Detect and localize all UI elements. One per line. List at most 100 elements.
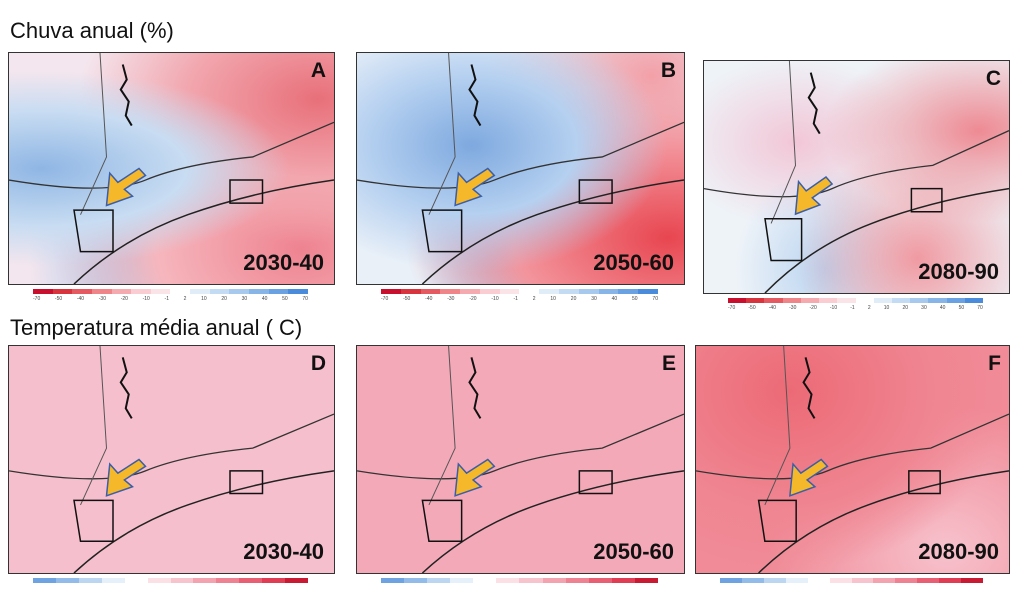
colorbar-swatch [170, 289, 190, 294]
colorbar-swatch [239, 578, 262, 583]
colorbar-label: -50 [403, 296, 410, 302]
map-panel: A 2030-40 [8, 52, 335, 285]
colorbar-swatch [873, 578, 895, 583]
colorbar-swatch [473, 578, 496, 583]
colorbar-swatch [381, 289, 401, 294]
colorbar-label: -20 [469, 296, 476, 302]
panel-letter: D [311, 352, 326, 376]
colorbar [33, 578, 308, 583]
colorbar-label: 20 [221, 296, 227, 302]
colorbar-swatch [53, 289, 73, 294]
colorbar-swatch [852, 578, 874, 583]
colorbar-swatch [819, 298, 837, 303]
colorbar-swatch [928, 298, 946, 303]
colorbar-swatch [638, 289, 658, 294]
colorbar-swatch [786, 578, 808, 583]
colorbar-swatch [519, 578, 542, 583]
colorbar-swatch [210, 289, 230, 294]
colorbar-swatch [262, 578, 285, 583]
colorbar-swatch [808, 578, 830, 583]
colorbar-label: -70 [33, 296, 40, 302]
colorbar-swatch [229, 289, 249, 294]
colorbar-label: -20 [121, 296, 128, 302]
map-panel: B 2050-60 [356, 52, 685, 285]
colorbar-swatch [440, 289, 460, 294]
colorbar-swatch [79, 578, 102, 583]
colorbar-swatch [910, 298, 928, 303]
colorbar-label: -70 [381, 296, 388, 302]
colorbar-label: 40 [940, 305, 946, 311]
colorbar-swatch [249, 289, 269, 294]
colorbar-swatch [895, 578, 917, 583]
colorbar-swatch [618, 289, 638, 294]
colorbar-label: -1 [513, 296, 517, 302]
colorbar-label: -1 [165, 296, 169, 302]
colorbar-swatch [269, 289, 289, 294]
panel-letter: E [662, 352, 676, 376]
colorbar-label: 50 [282, 296, 288, 302]
colorbar-label: 40 [612, 296, 618, 302]
colorbar-swatch [72, 289, 92, 294]
colorbar-swatch [288, 289, 308, 294]
panel-letter: F [988, 352, 1001, 376]
colorbar-swatch [742, 578, 764, 583]
colorbar-label: -10 [143, 296, 150, 302]
colorbar-label: -40 [77, 296, 84, 302]
colorbar-swatch [190, 289, 210, 294]
colorbar-swatch [102, 578, 125, 583]
colorbar-swatch [874, 298, 892, 303]
colorbar-label: -30 [99, 296, 106, 302]
colorbar-swatch [720, 578, 742, 583]
colorbar-swatch [460, 289, 480, 294]
panel-period: 2080-90 [918, 539, 999, 565]
colorbar-swatch [56, 578, 79, 583]
colorbar-label: 2 [868, 305, 871, 311]
colorbar [381, 289, 658, 294]
colorbar-swatch [285, 578, 308, 583]
colorbar-label: -50 [55, 296, 62, 302]
map-panel: D 2030-40 [8, 345, 335, 574]
colorbar-label: 50 [632, 296, 638, 302]
colorbar-label: -40 [769, 305, 776, 311]
colorbar-swatch [764, 578, 786, 583]
colorbar-swatch [131, 289, 151, 294]
panel-period: 2030-40 [243, 539, 324, 565]
colorbar-swatch [427, 578, 450, 583]
colorbar-swatch [543, 578, 566, 583]
colorbar-swatch [496, 578, 519, 583]
colorbar-swatch [216, 578, 239, 583]
colorbar-label: 10 [201, 296, 207, 302]
panel-letter: B [661, 59, 676, 83]
colorbar-label: -40 [425, 296, 432, 302]
colorbar-swatch [421, 289, 441, 294]
panel-period: 2030-40 [243, 250, 324, 276]
colorbar-swatch [965, 298, 983, 303]
panel-period: 2080-90 [918, 259, 999, 285]
colorbar-swatch [480, 289, 500, 294]
colorbar-label: 10 [550, 296, 556, 302]
map-panel: F 2080-90 [695, 345, 1010, 574]
colorbar-label: 20 [571, 296, 577, 302]
colorbar-label: 70 [652, 296, 658, 302]
colorbar-label: 30 [242, 296, 248, 302]
colorbar-swatch [112, 289, 132, 294]
panel-period: 2050-60 [593, 539, 674, 565]
colorbar-swatch [830, 578, 852, 583]
colorbar-swatch [837, 298, 855, 303]
colorbar-label: -30 [447, 296, 454, 302]
colorbar-swatch [33, 578, 56, 583]
colorbar-swatch [764, 298, 782, 303]
panel-letter: A [311, 59, 326, 83]
colorbar-label: -10 [830, 305, 837, 311]
colorbar-label: 70 [977, 305, 983, 311]
colorbar-swatch [404, 578, 427, 583]
colorbar-swatch [917, 578, 939, 583]
colorbar-swatch [612, 578, 635, 583]
colorbar-label: 30 [591, 296, 597, 302]
panel-period: 2050-60 [593, 250, 674, 276]
colorbar [720, 578, 983, 583]
colorbar [33, 289, 308, 294]
